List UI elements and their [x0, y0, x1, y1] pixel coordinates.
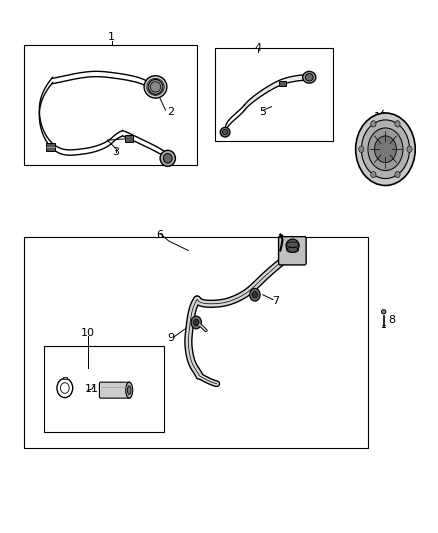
FancyBboxPatch shape [279, 237, 306, 265]
Bar [24, 45, 197, 165]
Text: 3: 3 [113, 147, 120, 157]
Text: 11: 11 [85, 384, 99, 394]
Circle shape [374, 136, 396, 163]
Circle shape [252, 292, 258, 298]
Ellipse shape [160, 150, 175, 166]
Ellipse shape [163, 154, 172, 163]
Text: 2: 2 [167, 107, 174, 117]
FancyBboxPatch shape [99, 382, 131, 398]
Circle shape [368, 128, 403, 171]
Bar [215, 48, 333, 141]
Circle shape [194, 319, 199, 326]
Bar [44, 346, 164, 432]
Bar [125, 135, 133, 142]
Ellipse shape [303, 71, 316, 83]
Text: 12: 12 [374, 112, 388, 122]
Ellipse shape [381, 310, 386, 314]
Text: 8: 8 [389, 315, 396, 325]
Circle shape [250, 288, 260, 301]
Ellipse shape [223, 130, 228, 135]
Text: 7: 7 [272, 296, 279, 306]
Ellipse shape [220, 127, 230, 137]
Circle shape [395, 120, 400, 127]
Bar [63, 377, 67, 379]
Ellipse shape [126, 382, 133, 398]
Text: 9: 9 [167, 334, 174, 343]
Circle shape [356, 113, 415, 185]
Bar [46, 143, 55, 151]
Text: 6: 6 [156, 230, 163, 239]
Ellipse shape [286, 239, 299, 253]
Text: 4: 4 [255, 43, 262, 53]
Circle shape [359, 146, 364, 152]
Bar [24, 237, 368, 448]
Ellipse shape [127, 386, 131, 394]
Ellipse shape [144, 76, 167, 98]
Circle shape [191, 316, 201, 329]
Circle shape [371, 120, 376, 127]
Text: 5: 5 [259, 107, 266, 117]
Text: 1: 1 [108, 33, 115, 42]
Circle shape [395, 172, 400, 178]
Circle shape [361, 120, 410, 179]
Circle shape [407, 146, 412, 152]
Ellipse shape [148, 79, 163, 94]
Ellipse shape [305, 74, 313, 81]
Bar [279, 81, 286, 86]
Text: 10: 10 [81, 328, 95, 338]
Circle shape [371, 172, 376, 178]
